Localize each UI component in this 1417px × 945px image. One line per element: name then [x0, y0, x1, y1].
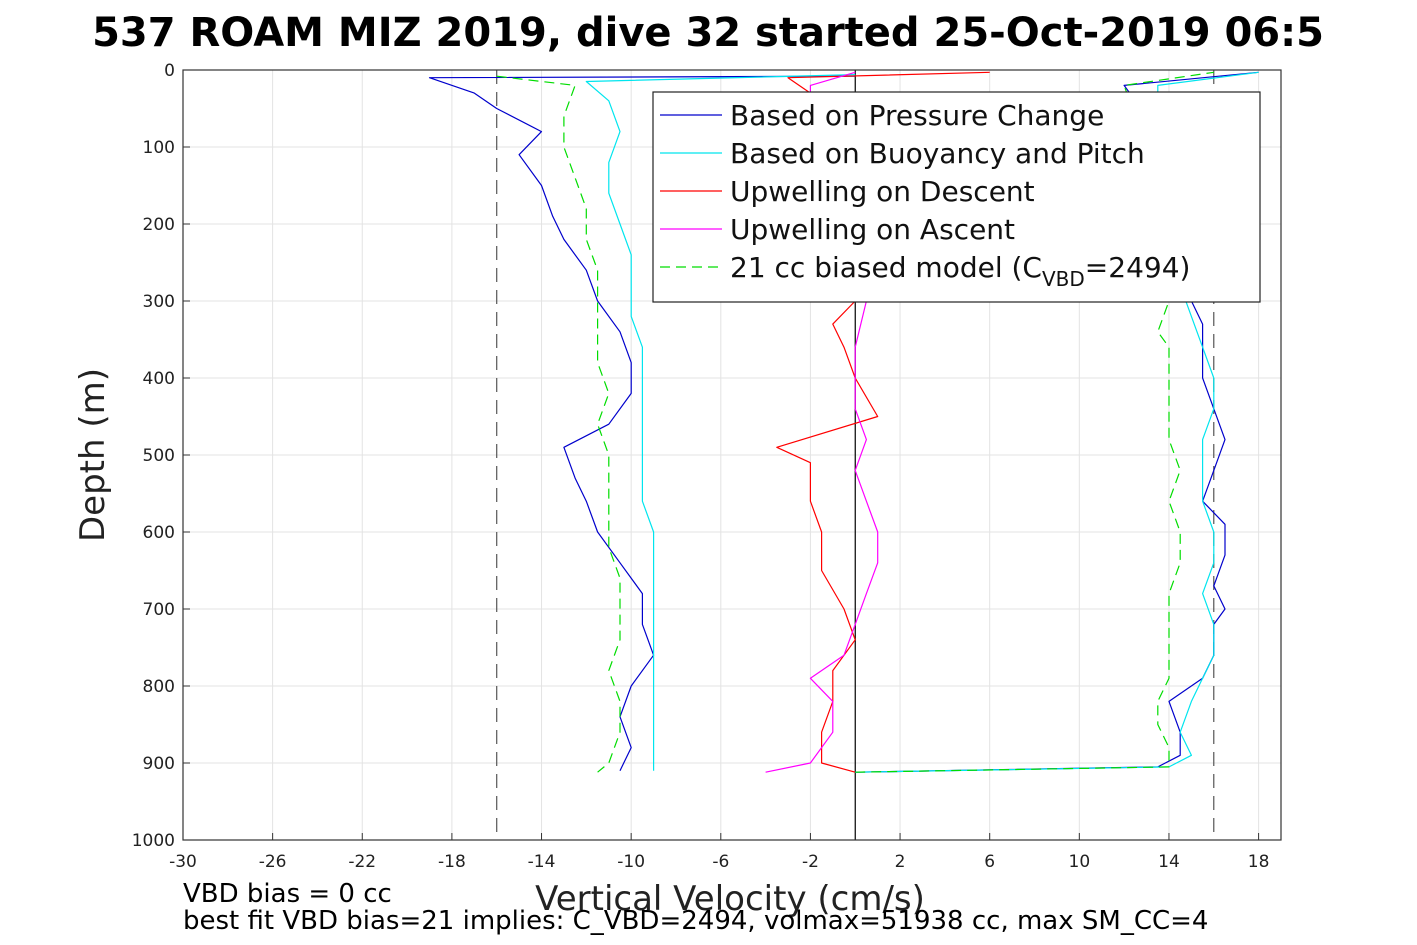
x-tick-label: 6	[984, 852, 995, 872]
y-axis-ticks: 0 100 200 300 400 500 600 700 800 900 1000	[132, 61, 190, 851]
y-tick-label: 600	[143, 523, 175, 543]
footer-line-1: VBD bias = 0 cc	[183, 879, 392, 909]
series-line-pressure-descent	[428, 75, 856, 771]
x-tick-label: -14	[528, 852, 556, 872]
y-axis-label: Depth (m)	[73, 368, 113, 542]
y-tick-label: 700	[143, 600, 175, 620]
series-line-model-ascent	[855, 71, 1214, 773]
legend-entry-label: Upwelling on Ascent	[730, 213, 1015, 246]
x-axis-label: Vertical Velocity (cm/s)	[535, 879, 925, 919]
y-tick-label: 400	[143, 369, 175, 389]
x-tick-label: -26	[259, 852, 287, 872]
legend-entry-label: Based on Pressure Change	[730, 99, 1104, 132]
legend-entry-label: Based on Buoyancy and Pitch	[730, 137, 1145, 170]
chart-title: 537 ROAM MIZ 2019, dive 32 started 25-Oc…	[92, 10, 1324, 56]
x-tick-label: 2	[895, 852, 906, 872]
legend: Based on Pressure Change Based on Buoyanc…	[652, 91, 1261, 303]
series-line-buoyancy-descent	[585, 74, 856, 771]
y-tick-label: 900	[143, 754, 175, 774]
y-tick-label: 500	[143, 446, 175, 466]
y-tick-label: 0	[164, 61, 175, 81]
x-tick-label: 10	[1069, 852, 1091, 872]
legend-entry-label: Upwelling on Descent	[730, 175, 1035, 208]
x-tick-label: -22	[348, 852, 376, 872]
footer-line-2: best fit VBD bias=21 implies: C_VBD=2494…	[183, 906, 1208, 936]
x-tick-label: -6	[712, 852, 729, 872]
x-tick-label: 14	[1158, 852, 1180, 872]
legend-box	[652, 91, 1261, 303]
x-tick-label: -10	[617, 852, 645, 872]
x-tick-label: -2	[802, 852, 819, 872]
y-tick-label: 300	[143, 292, 175, 312]
x-tick-label: -30	[169, 852, 197, 872]
y-tick-label: 100	[143, 138, 175, 158]
y-tick-label: 800	[143, 677, 175, 697]
x-tick-label: 18	[1248, 852, 1270, 872]
y-tick-label: 200	[143, 215, 175, 235]
series-line-model-descent	[496, 75, 621, 773]
x-axis-ticks: -30 -26 -22 -18 -14 -10 -6 -2 2 6 10 14 18	[169, 833, 1269, 872]
legend-entry-label: 21 cc biased model (CVBD=2494)	[730, 251, 1190, 291]
x-tick-label: -18	[438, 852, 466, 872]
y-tick-label: 1000	[132, 831, 175, 851]
